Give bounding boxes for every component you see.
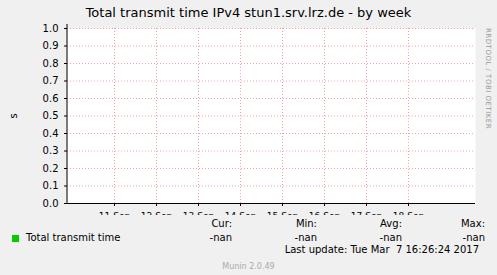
html-text:Total transmit time: Total transmit time [26,232,121,243]
svg-text:1.0: 1.0 [43,23,59,34]
svg-text:0.3: 0.3 [43,145,59,156]
svg-text:0.7: 0.7 [43,75,59,86]
svg-text:15 Sep: 15 Sep [267,211,299,215]
html-text:Min:: Min: [295,218,317,229]
svg-text:16 Sep: 16 Sep [309,211,341,215]
svg-text:0.9: 0.9 [43,40,59,51]
svg-text:0.0: 0.0 [43,198,59,209]
html-text:Avg:: Avg: [380,218,402,229]
html-text:RRDTOOL / TOBI OETIKER: RRDTOOL / TOBI OETIKER [484,28,492,130]
html-text:-nan: -nan [294,232,317,243]
html-text:Cur:: Cur: [211,218,232,229]
html-text:Max:: Max: [461,218,485,229]
svg-text:14 Sep: 14 Sep [225,211,257,215]
svg-text:11 Sep: 11 Sep [99,211,131,215]
svg-text:0.8: 0.8 [43,58,59,69]
svg-text:0.4: 0.4 [43,128,59,139]
svg-text:s: s [8,113,19,118]
svg-text:0.5: 0.5 [43,110,59,121]
html-text:-nan: -nan [209,232,232,243]
html-text:-nan: -nan [379,232,402,243]
html-text:Munin 2.0.49: Munin 2.0.49 [222,262,275,271]
svg-text:18 Sep: 18 Sep [393,211,425,215]
svg-text:0.1: 0.1 [43,180,59,191]
html-text:Last update: Tue Mar 7 16:26:2: Last update: Tue Mar 7 16:26:24 2017 [284,244,479,255]
html-text:Total transmit time IPv4 stun1: Total transmit time IPv4 stun1.srv.lrz.d… [85,5,412,20]
svg-text:0.6: 0.6 [43,93,59,104]
svg-text:17 Sep: 17 Sep [351,211,383,215]
svg-text:13 Sep: 13 Sep [183,211,215,215]
svg-text:12 Sep: 12 Sep [141,211,173,215]
html-text:-nan: -nan [462,232,485,243]
svg-text:0.2: 0.2 [43,163,59,174]
